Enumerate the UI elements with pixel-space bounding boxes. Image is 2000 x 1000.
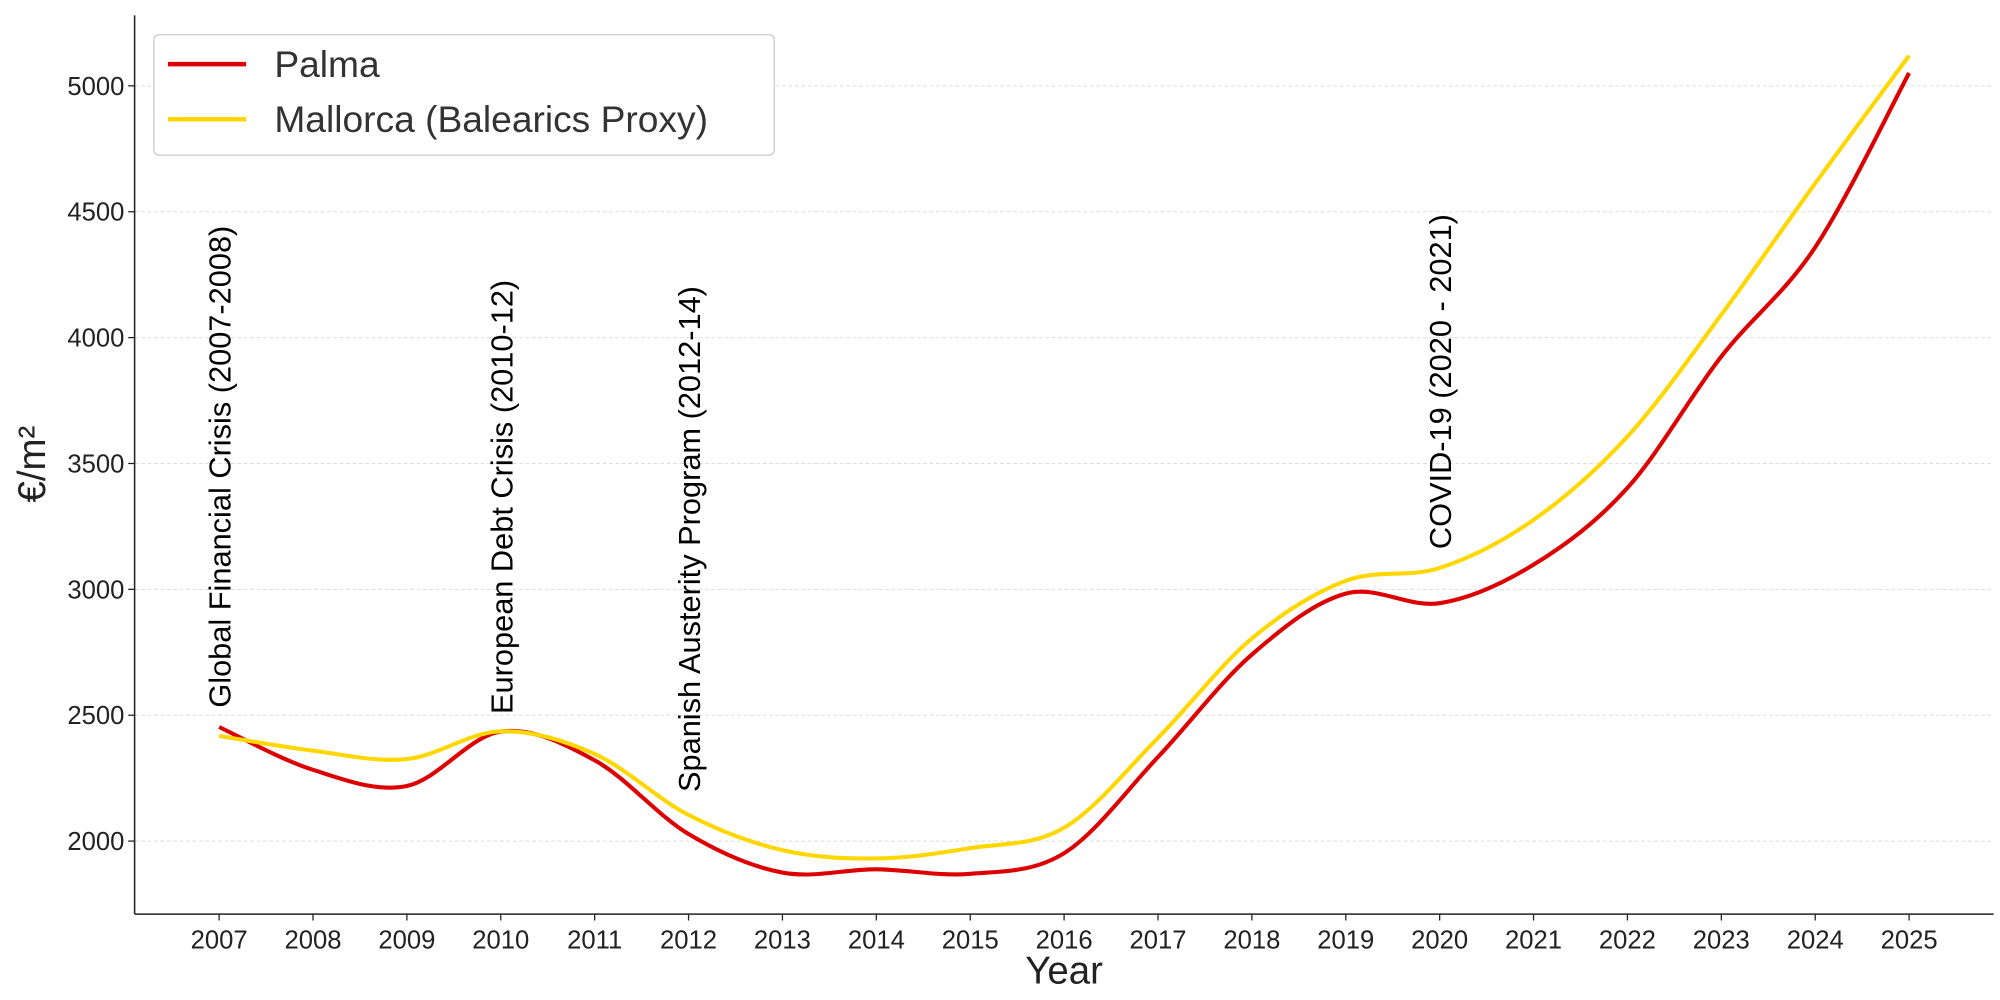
y-tick-label: 2000 (67, 828, 124, 856)
x-tick-label: 2022 (1599, 927, 1656, 955)
annotation-label: Global Financial Crisis (2007-2008) (203, 226, 238, 708)
x-tick-label: 2012 (660, 927, 717, 955)
legend-label-palma: Palma (274, 43, 380, 85)
x-tick-label: 2025 (1881, 927, 1938, 955)
x-tick-label: 2008 (284, 927, 341, 955)
y-tick-label: 4500 (67, 199, 124, 227)
x-tick-label: 2021 (1505, 927, 1562, 955)
y-ticks: 2000 2500 3000 3500 4000 4500 5000 (67, 73, 135, 856)
y-tick-label: 2500 (67, 702, 124, 730)
x-tick-label: 2018 (1223, 927, 1280, 955)
legend-box (153, 33, 775, 156)
gridlines (134, 85, 1994, 842)
series-line-mallorca (218, 54, 1911, 861)
x-tick-label: 2009 (378, 927, 435, 955)
series-line-palma (218, 72, 1911, 877)
y-tick-label: 3000 (67, 576, 124, 604)
x-axis-label: Year (1025, 949, 1103, 992)
x-tick-label: 2019 (1317, 927, 1374, 955)
x-tick-label: 2011 (567, 927, 622, 955)
annotations: Global Financial Crisis (2007-2008) Europ… (203, 214, 1459, 792)
annotation-label: Spanish Austerity Program (2012-14) (672, 286, 707, 792)
annotation-label: European Debt Crisis (2010-12) (484, 280, 519, 714)
x-tick-label: 2024 (1787, 927, 1844, 955)
y-axis-label: €/m² (11, 425, 54, 502)
x-ticks: 2007 2008 2009 2010 2011 2012 2013 2014 2015 2016… (191, 914, 1938, 955)
x-tick-label: 2016 (1036, 927, 1093, 955)
annotation-label: COVID-19 (2020 - 2021) (1423, 214, 1458, 549)
series-lines (218, 54, 1911, 877)
y-tick-label: 3500 (67, 450, 124, 478)
x-tick-label: 2020 (1411, 927, 1468, 955)
legend-label-mallorca: Mallorca (Balearics Proxy) (274, 98, 708, 140)
x-tick-label: 2010 (472, 927, 529, 955)
y-tick-label: 5000 (67, 73, 124, 101)
y-tick-label: 4000 (67, 325, 124, 353)
x-tick-label: 2015 (942, 927, 999, 955)
x-tick-label: 2023 (1693, 927, 1750, 955)
x-tick-label: 2014 (848, 927, 905, 955)
x-tick-label: 2013 (754, 927, 811, 955)
legend: Palma Mallorca (Balearics Proxy) (153, 33, 775, 156)
x-tick-label: 2007 (191, 927, 248, 955)
x-tick-label: 2017 (1129, 927, 1186, 955)
